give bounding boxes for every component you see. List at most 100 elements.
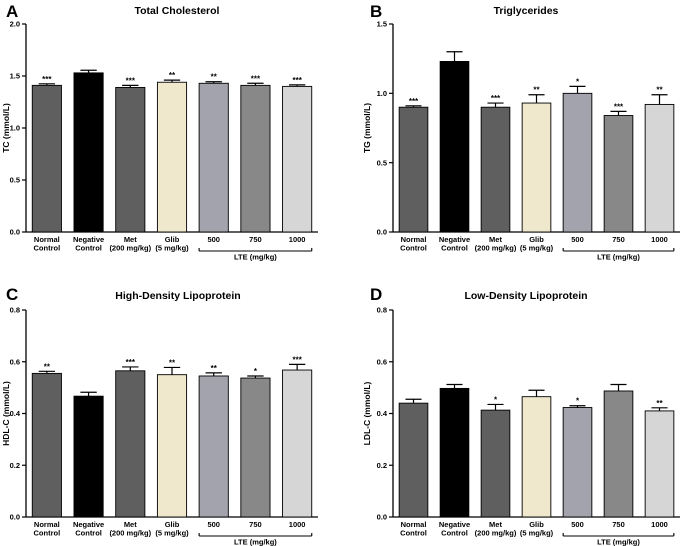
bar-c-lte-750 <box>240 377 271 518</box>
significance-d-lte-500: * <box>576 397 580 406</box>
y-tick-label-d: 0.4 <box>377 409 388 418</box>
x-tick-label-c-glib: Glib <box>165 520 180 529</box>
y-tick-label-c: 0.2 <box>10 461 20 470</box>
y-tick-label-d: 0.0 <box>377 513 387 522</box>
x-tick-label-d-lte-1000: 1000 <box>651 520 668 529</box>
chart-title-d: Low-Density Lipoprotein <box>464 290 587 302</box>
panel-label-c: C <box>6 285 18 304</box>
x-tick-label-d-met: (200 mg/kg) <box>475 529 517 538</box>
x-tick-label-b-normal-control: Control <box>400 244 427 253</box>
significance-d-lte-1000: ** <box>656 399 663 408</box>
bar-d-glib <box>521 396 552 518</box>
y-tick-label-d: 0.8 <box>377 306 387 315</box>
significance-d-met: * <box>494 395 498 404</box>
y-tick-label-b: 1.0 <box>377 89 387 98</box>
bar-b-lte-1000 <box>644 103 675 233</box>
x-tick-label-d-normal-control: Control <box>400 529 427 538</box>
bar-a-lte-1000 <box>282 85 313 233</box>
y-tick-label-c: 0.0 <box>10 513 20 522</box>
x-tick-label-b-glib: Glib <box>529 235 544 244</box>
bar-c-normal-control <box>31 372 62 518</box>
bar-b-normal-control <box>398 106 429 233</box>
bar-d-lte-500 <box>562 407 593 518</box>
x-tick-label-d-met: Met <box>489 520 502 529</box>
y-tick-label-a: 1.5 <box>10 72 20 81</box>
bar-a-glib <box>156 81 188 233</box>
x-tick-label-b-lte-1000: 1000 <box>651 235 668 244</box>
x-tick-label-a-met: (200 mg/kg) <box>109 244 151 253</box>
lte-group-label-d: LTE (mg/kg) <box>597 538 640 546</box>
bar-d-lte-750 <box>603 390 634 518</box>
x-tick-label-d-lte-750: 750 <box>612 520 625 529</box>
x-tick-label-b-met: (200 mg/kg) <box>475 244 517 253</box>
x-tick-label-a-glib: (5 mg/kg) <box>155 244 189 253</box>
y-tick-label-c: 0.4 <box>10 409 21 418</box>
x-tick-label-c-lte-500: 500 <box>207 520 220 529</box>
x-tick-label-b-normal-control: Normal <box>401 235 427 244</box>
x-tick-label-b-lte-500: 500 <box>571 235 584 244</box>
panel-d: D Low-Density Lipoprotein LDL-C (mmol/L) 0.… <box>362 285 680 546</box>
x-tick-label-a-lte-750: 750 <box>249 235 262 244</box>
y-tick-label-a: 1.0 <box>10 124 20 133</box>
chart-title-b: Triglycerides <box>494 5 559 17</box>
significance-c-met: *** <box>126 358 136 367</box>
x-tick-label-c-normal-control: Control <box>34 529 61 538</box>
significance-b-lte-500: * <box>576 77 580 86</box>
bar-b-lte-750 <box>603 115 634 233</box>
bar-c-glib <box>156 374 188 518</box>
y-tick-label-b: 0.0 <box>377 228 387 237</box>
significance-a-normal-control: *** <box>42 75 52 84</box>
x-tick-label-b-glib: (5 mg/kg) <box>520 244 554 253</box>
bar-a-lte-750 <box>240 84 271 233</box>
bar-b-glib <box>521 102 552 233</box>
chart-title-a: Total Cholesterol <box>135 5 220 17</box>
y-axis-label-a: TC (mmol/L) <box>1 103 11 153</box>
significance-a-lte-1000: *** <box>292 76 302 85</box>
bar-a-met <box>115 86 146 233</box>
lte-group-label-c: LTE (mg/kg) <box>234 538 277 546</box>
x-tick-label-d-negative-control: Negative <box>439 520 470 529</box>
significance-b-lte-750: *** <box>614 102 624 111</box>
panel-a: A Total Cholesterol TC (mmol/L) 0.0 0.5 1.0 1.… <box>1 2 318 262</box>
y-axis-label-b: TG (mmol/L) <box>362 103 372 153</box>
significance-b-glib: ** <box>533 86 540 95</box>
y-tick-label-a: 0.5 <box>10 176 20 185</box>
x-tick-label-b-negative-control: Negative <box>439 235 470 244</box>
x-tick-label-c-met: (200 mg/kg) <box>109 529 151 538</box>
y-tick-label-c: 0.8 <box>10 306 20 315</box>
y-tick-label-a: 2.0 <box>10 20 20 29</box>
significance-c-lte-750: * <box>254 367 258 376</box>
x-tick-label-c-met: Met <box>124 520 137 529</box>
x-tick-label-d-normal-control: Normal <box>401 520 427 529</box>
x-tick-label-d-negative-control: Control <box>441 529 468 538</box>
significance-b-lte-1000: ** <box>656 86 663 95</box>
x-tick-label-d-glib: (5 mg/kg) <box>520 529 554 538</box>
x-tick-label-a-lte-500: 500 <box>207 235 220 244</box>
bar-a-normal-control <box>31 84 62 233</box>
bar-b-lte-500 <box>562 92 593 233</box>
significance-b-normal-control: *** <box>409 97 419 106</box>
panel-label-d: D <box>370 285 382 304</box>
x-tick-label-b-negative-control: Control <box>441 244 468 253</box>
panel-label-a: A <box>6 2 18 21</box>
significance-c-lte-500: ** <box>211 364 218 373</box>
y-tick-label-c: 0.6 <box>10 357 20 366</box>
bar-a-lte-500 <box>198 82 229 233</box>
x-tick-label-a-negative-control: Negative <box>73 235 104 244</box>
y-tick-label-b: 1.5 <box>377 20 387 29</box>
bar-b-negative-control <box>439 60 470 233</box>
y-tick-label-b: 0.5 <box>377 158 387 167</box>
lte-group-label-b: LTE (mg/kg) <box>597 253 640 262</box>
significance-b-met: *** <box>491 94 501 103</box>
significance-a-lte-750: *** <box>251 74 261 83</box>
bar-d-normal-control <box>398 402 429 518</box>
bar-d-negative-control <box>439 387 470 518</box>
x-tick-label-c-lte-750: 750 <box>249 520 262 529</box>
x-tick-label-a-glib: Glib <box>165 235 180 244</box>
lte-group-label-a: LTE (mg/kg) <box>234 253 277 262</box>
x-tick-label-c-lte-1000: 1000 <box>289 520 306 529</box>
significance-c-glib: ** <box>169 358 176 367</box>
